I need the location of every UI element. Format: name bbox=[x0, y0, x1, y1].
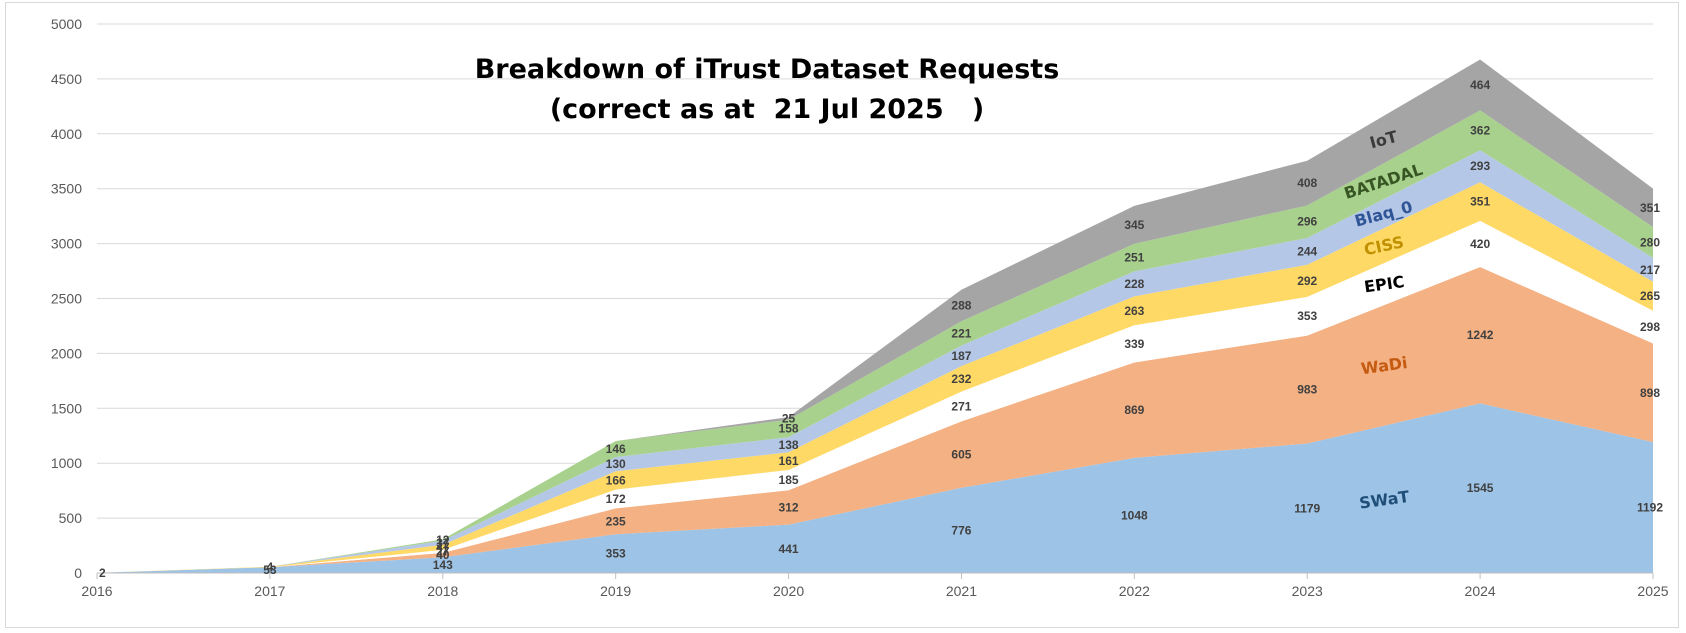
data-label: 296 bbox=[1297, 215, 1317, 229]
data-label: 146 bbox=[606, 442, 626, 456]
x-tick-label: 2024 bbox=[1465, 583, 1496, 599]
data-label: 53 bbox=[263, 563, 277, 577]
data-label: 235 bbox=[606, 514, 626, 528]
data-label: 185 bbox=[779, 473, 799, 487]
data-label: 464 bbox=[1470, 78, 1490, 92]
data-label: 158 bbox=[779, 422, 799, 436]
x-tick-label: 2019 bbox=[600, 583, 631, 599]
data-label: 345 bbox=[1124, 218, 1144, 232]
x-tick-label: 2022 bbox=[1119, 583, 1150, 599]
area-swat bbox=[97, 403, 1653, 573]
data-label: 187 bbox=[951, 349, 971, 363]
data-label: 351 bbox=[1470, 195, 1490, 209]
y-tick-label: 500 bbox=[59, 510, 83, 526]
data-label: 1192 bbox=[1637, 501, 1663, 515]
data-label: 244 bbox=[1297, 244, 1317, 258]
x-tick-label: 2023 bbox=[1292, 583, 1323, 599]
y-tick-label: 3000 bbox=[51, 236, 82, 252]
y-tick-label: 2500 bbox=[51, 291, 82, 307]
data-label: 605 bbox=[951, 448, 971, 462]
x-tick-label: 2018 bbox=[427, 583, 458, 599]
data-label: 983 bbox=[1297, 383, 1317, 397]
data-label: 1545 bbox=[1467, 481, 1494, 495]
data-label: 161 bbox=[779, 454, 799, 468]
y-tick-label: 3500 bbox=[51, 181, 82, 197]
data-label: 271 bbox=[951, 399, 971, 413]
data-label: 4 bbox=[267, 560, 274, 574]
data-label: 1048 bbox=[1121, 508, 1148, 522]
data-label: 1179 bbox=[1294, 501, 1320, 515]
data-label: 312 bbox=[779, 500, 799, 514]
area-wadi bbox=[97, 267, 1653, 573]
y-tick-label: 1000 bbox=[51, 455, 82, 471]
data-label: 441 bbox=[779, 542, 799, 556]
data-label: 293 bbox=[1470, 159, 1490, 173]
data-label: 47 bbox=[436, 540, 450, 554]
data-label: 265 bbox=[1640, 289, 1660, 303]
data-label: 776 bbox=[951, 523, 971, 537]
data-label: 25 bbox=[782, 411, 796, 425]
area-series bbox=[97, 59, 1653, 573]
chart-subtitle: (correct as at 21 Jul 2025 ) bbox=[550, 94, 984, 125]
area-ciss bbox=[97, 182, 1653, 573]
data-label: 420 bbox=[1470, 237, 1490, 251]
data-label: 228 bbox=[1124, 277, 1144, 291]
data-label: 898 bbox=[1640, 386, 1660, 400]
data-label: 130 bbox=[606, 457, 626, 471]
data-label: 288 bbox=[951, 299, 971, 313]
chart-title: Breakdown of iTrust Dataset Requests bbox=[475, 54, 1060, 85]
area-batadal bbox=[97, 110, 1653, 573]
x-tick-label: 2020 bbox=[773, 583, 804, 599]
x-axis: 2016 2017 2018 2019 2020 2021 2022 2023 2024 2025 bbox=[81, 572, 1669, 599]
data-label: 339 bbox=[1124, 337, 1144, 351]
data-label: 280 bbox=[1640, 236, 1660, 250]
data-label: 292 bbox=[1297, 274, 1317, 288]
data-label: 869 bbox=[1124, 403, 1144, 417]
data-label: 27 bbox=[436, 544, 450, 558]
data-label: 217 bbox=[1640, 263, 1660, 277]
area-iot bbox=[97, 59, 1653, 573]
data-label: 166 bbox=[606, 473, 626, 487]
y-tick-label: 2000 bbox=[51, 345, 82, 361]
data-label: 251 bbox=[1124, 251, 1144, 265]
area-epic bbox=[97, 220, 1653, 573]
x-tick-label: 2021 bbox=[946, 583, 977, 599]
data-label: 232 bbox=[951, 372, 971, 386]
y-tick-label: 4000 bbox=[51, 126, 82, 142]
data-label: 138 bbox=[779, 438, 799, 452]
data-label: 12 bbox=[436, 533, 450, 547]
data-label: 362 bbox=[1470, 123, 1490, 137]
data-label: 1242 bbox=[1467, 328, 1494, 342]
y-tick-label: 4500 bbox=[51, 71, 82, 87]
x-tick-label: 2017 bbox=[254, 583, 285, 599]
x-tick-label: 2025 bbox=[1637, 583, 1668, 599]
data-label: 351 bbox=[1640, 201, 1660, 215]
data-label: 37 bbox=[436, 536, 450, 550]
data-label: 221 bbox=[951, 326, 971, 340]
data-label: 263 bbox=[1124, 304, 1144, 318]
data-label: 143 bbox=[433, 558, 453, 572]
y-tick-label: 5000 bbox=[51, 16, 82, 32]
data-label: 408 bbox=[1297, 176, 1317, 190]
area-blaq-0 bbox=[97, 150, 1653, 573]
y-axis: 0 500 1000 1500 2000 2500 3000 3500 4000 4500 5000 bbox=[51, 16, 82, 581]
data-label: 353 bbox=[606, 547, 626, 561]
data-label: 40 bbox=[436, 548, 450, 562]
data-label: 353 bbox=[1297, 309, 1317, 323]
x-tick-label: 2016 bbox=[81, 583, 112, 599]
data-label: 172 bbox=[606, 492, 626, 506]
data-label: 298 bbox=[1640, 320, 1660, 334]
data-label: 2 bbox=[99, 566, 106, 580]
y-tick-label: 1500 bbox=[51, 400, 82, 416]
y-tick-label: 0 bbox=[74, 565, 82, 581]
